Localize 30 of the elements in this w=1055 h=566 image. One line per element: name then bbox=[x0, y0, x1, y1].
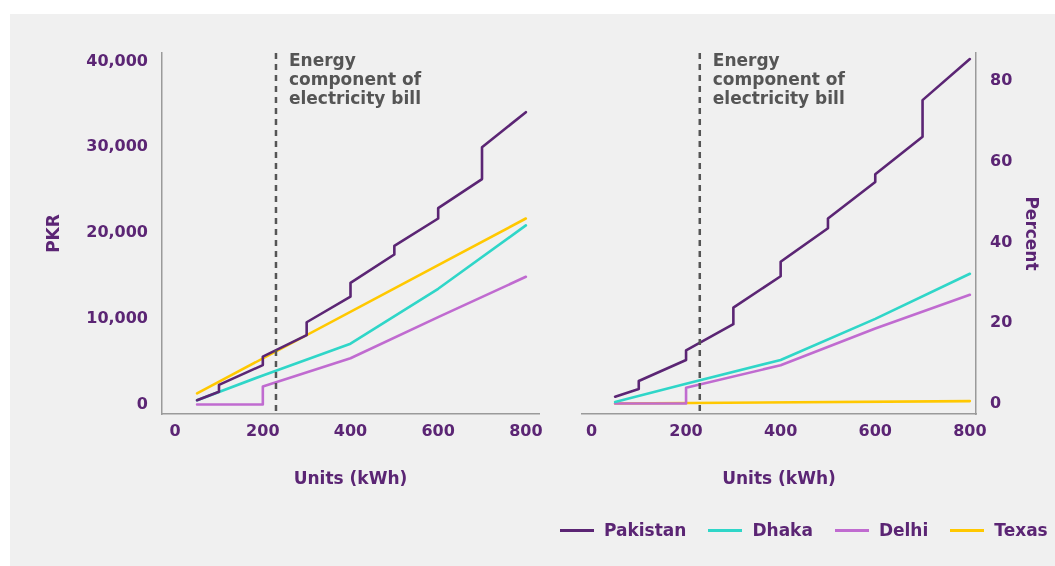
x-tick-label: 600 bbox=[858, 420, 892, 440]
legend-label: Dhaka bbox=[752, 520, 813, 540]
ref-line-label: Energy component of electricity bill bbox=[712, 49, 846, 108]
x-axis-title: Units (kWh) bbox=[293, 468, 408, 489]
y-axis-title: PKR bbox=[42, 214, 63, 253]
x-tick-label: 200 bbox=[246, 420, 280, 440]
x-axis-title: Units (kWh) bbox=[722, 468, 836, 489]
x-tick-label: 400 bbox=[333, 420, 368, 440]
y-tick-label: 30,000 bbox=[86, 136, 148, 156]
x-tick-label: 800 bbox=[509, 420, 543, 440]
y2-tick-label: 0 bbox=[990, 392, 1002, 412]
x-tick-label: 800 bbox=[953, 420, 987, 440]
ref-line-label: Energy component of electricity bill bbox=[288, 49, 422, 108]
x-tick-label: 0 bbox=[585, 420, 598, 440]
y2-axis-title: Percent bbox=[1022, 196, 1043, 271]
x-tick-label: 0 bbox=[169, 420, 181, 440]
y-tick-label: 40,000 bbox=[86, 50, 148, 70]
x-tick-label: 400 bbox=[763, 420, 798, 440]
x-tick-label: 600 bbox=[421, 420, 455, 440]
legend-label: Texas bbox=[994, 520, 1048, 540]
y2-tick-label: 20 bbox=[990, 312, 1013, 332]
y2-tick-label: 60 bbox=[990, 150, 1013, 170]
y-tick-label: 0 bbox=[136, 393, 148, 413]
x-tick-label: 200 bbox=[669, 420, 703, 440]
y2-tick-label: 80 bbox=[990, 70, 1013, 90]
legend-label: Delhi bbox=[878, 520, 929, 540]
legend-label: Pakistan bbox=[604, 520, 687, 540]
y-tick-label: 10,000 bbox=[86, 307, 148, 327]
y2-tick-label: 40 bbox=[990, 231, 1013, 251]
y-tick-label: 20,000 bbox=[86, 222, 148, 242]
